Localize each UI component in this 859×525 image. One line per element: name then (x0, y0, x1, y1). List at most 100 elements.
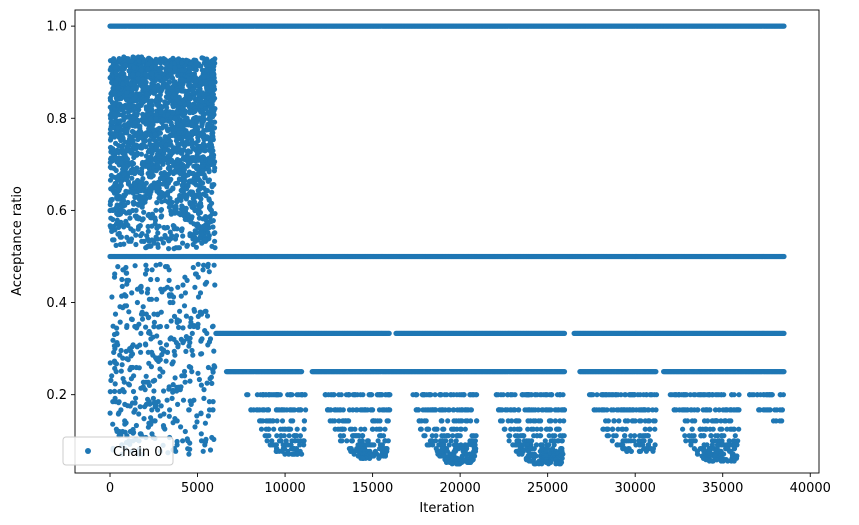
data-point (123, 264, 129, 271)
data-point (193, 271, 199, 277)
data-point (152, 221, 158, 227)
data-point (184, 186, 190, 192)
data-point (148, 296, 155, 302)
data-point (130, 129, 136, 135)
data-point (206, 233, 212, 239)
data-point (118, 179, 124, 185)
data-point (119, 276, 125, 283)
data-point (158, 190, 164, 196)
data-point (122, 62, 128, 68)
data-point (197, 186, 203, 192)
data-point (153, 207, 159, 213)
data-point (114, 204, 120, 210)
data-point (117, 388, 123, 395)
data-point (166, 277, 172, 283)
data-point (123, 97, 130, 103)
data-point (208, 97, 214, 103)
data-point (154, 276, 160, 283)
data-point (138, 330, 144, 336)
data-point (209, 72, 215, 78)
data-point (121, 198, 127, 204)
data-point (167, 407, 173, 413)
data-point (386, 330, 392, 336)
data-point (126, 114, 132, 120)
data-point (158, 207, 164, 213)
data-point (159, 213, 165, 219)
data-point (179, 67, 185, 73)
data-point (210, 218, 216, 224)
data-point (175, 245, 181, 251)
data-point (159, 125, 165, 131)
data-point (781, 253, 787, 260)
data-point (148, 145, 154, 151)
data-point (148, 116, 154, 122)
data-point (166, 292, 172, 298)
data-point (168, 236, 174, 242)
data-point (166, 178, 172, 184)
data-point (147, 184, 153, 190)
data-point (128, 226, 134, 232)
data-point (187, 233, 193, 239)
data-point (156, 153, 162, 159)
data-point (148, 276, 154, 283)
data-point (108, 215, 114, 221)
data-point (561, 330, 568, 336)
data-point (160, 117, 166, 123)
data-point (145, 66, 151, 72)
data-point (162, 99, 168, 105)
data-point (139, 231, 145, 237)
data-point (135, 76, 141, 82)
data-point (110, 85, 116, 91)
data-point (161, 411, 167, 417)
data-point (170, 223, 176, 229)
data-point (168, 120, 174, 126)
data-point (199, 67, 205, 73)
data-point (781, 23, 787, 29)
data-point (126, 103, 132, 109)
data-point (107, 199, 114, 205)
data-point (182, 102, 188, 108)
data-point (162, 225, 168, 231)
data-point (178, 122, 184, 128)
data-point (145, 236, 151, 242)
data-points (107, 23, 787, 467)
data-point (189, 330, 195, 336)
data-point (212, 282, 218, 288)
data-point (183, 173, 189, 179)
data-point (192, 424, 198, 430)
data-point (144, 91, 150, 97)
data-point (123, 165, 129, 171)
data-point (210, 58, 216, 64)
data-point (109, 294, 115, 300)
data-point (154, 296, 160, 302)
data-point (159, 86, 165, 92)
data-point (111, 57, 117, 63)
data-point (198, 338, 204, 344)
data-point (157, 92, 163, 98)
data-point (180, 438, 186, 444)
data-point (125, 179, 131, 185)
data-point (113, 242, 119, 248)
data-point (211, 262, 217, 268)
data-point (146, 138, 153, 144)
data-point (140, 304, 146, 310)
data-point (145, 243, 151, 249)
data-point (142, 341, 149, 347)
data-point (128, 161, 135, 167)
data-point (117, 118, 124, 124)
data-point (177, 212, 183, 218)
data-point (113, 361, 120, 367)
data-point (125, 143, 131, 149)
data-point (203, 106, 209, 112)
data-point (139, 238, 145, 244)
data-point (181, 338, 187, 344)
data-point (186, 407, 192, 413)
data-point (133, 241, 139, 248)
data-point (190, 352, 196, 358)
data-point (113, 132, 119, 138)
data-point (201, 74, 207, 80)
data-point (157, 130, 163, 136)
data-point (130, 388, 137, 395)
data-point (139, 54, 145, 60)
data-point (124, 156, 131, 162)
